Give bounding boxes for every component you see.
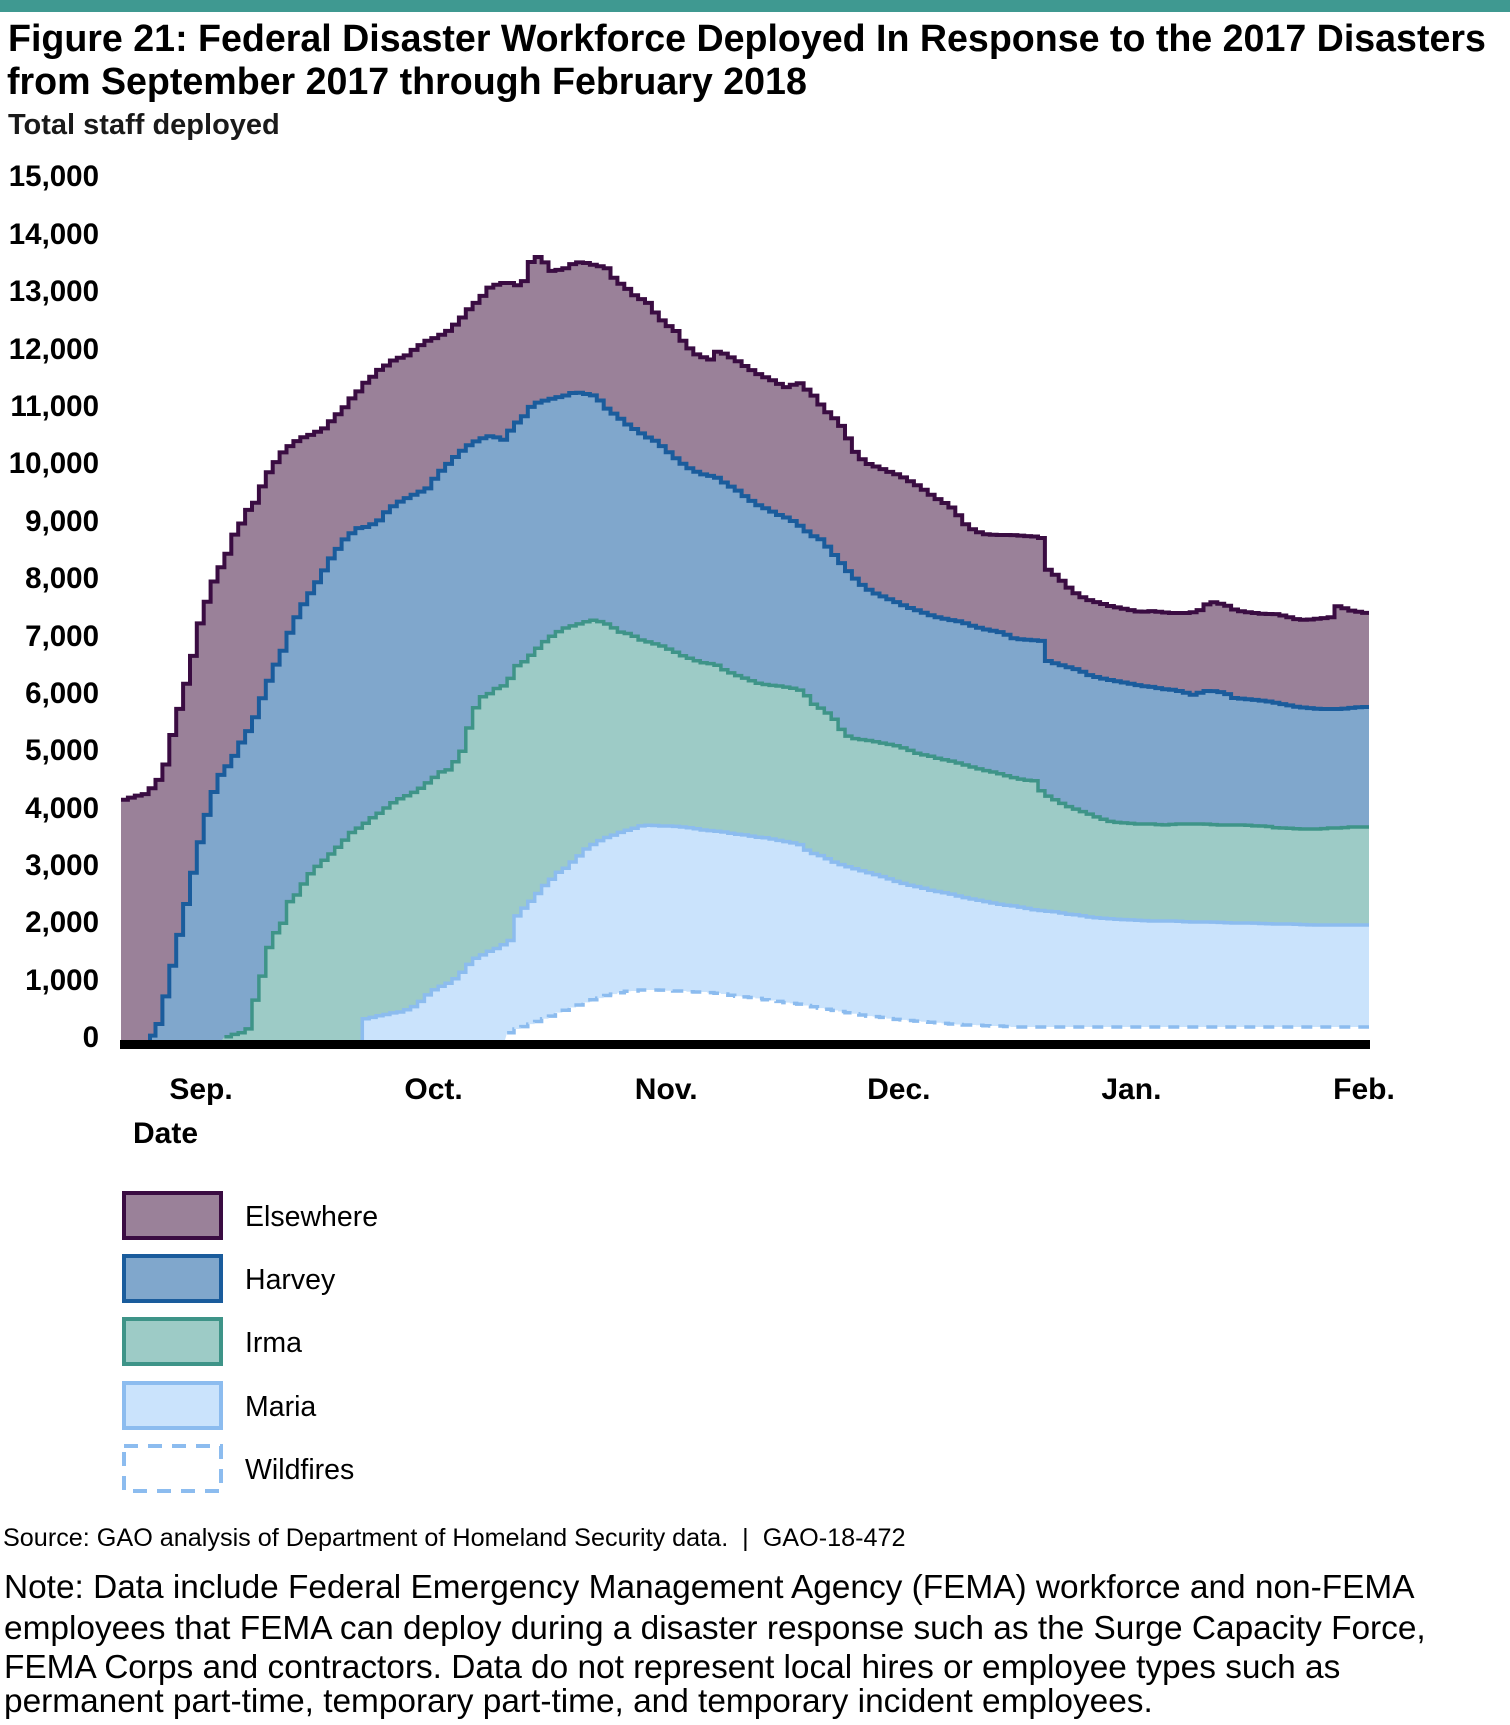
svg-text:Harvey: Harvey: [245, 1264, 336, 1296]
svg-text:Jan.: Jan.: [1101, 1073, 1161, 1106]
svg-text:1,000: 1,000: [25, 964, 99, 997]
svg-text:Dec.: Dec.: [867, 1073, 930, 1106]
svg-text:8,000: 8,000: [25, 562, 99, 595]
svg-text:0: 0: [83, 1021, 99, 1054]
svg-text:permanent part-time, temporary: permanent part-time, temporary part-time…: [4, 1683, 1153, 1720]
svg-text:Maria: Maria: [245, 1391, 316, 1423]
svg-text:12,000: 12,000: [9, 333, 99, 366]
svg-text:FEMA Corps and contractors. Da: FEMA Corps and contractors. Data do not …: [4, 1649, 1340, 1686]
svg-text:Nov.: Nov.: [635, 1073, 698, 1106]
svg-text:Wildfires: Wildfires: [245, 1454, 354, 1486]
svg-text:10,000: 10,000: [9, 447, 99, 480]
svg-text:5,000: 5,000: [25, 734, 99, 767]
svg-text:3,000: 3,000: [25, 849, 99, 882]
svg-text:Date: Date: [133, 1117, 198, 1150]
svg-text:employees that FEMA can deploy: employees that FEMA can deploy during a …: [4, 1610, 1426, 1647]
svg-text:Source: GAO analysis of Depart: Source: GAO analysis of Department of Ho…: [3, 1524, 906, 1552]
svg-text:15,000: 15,000: [9, 160, 99, 193]
svg-text:from September 2017 through Fe: from September 2017 through February 201…: [7, 60, 807, 102]
svg-text:Elsewhere: Elsewhere: [245, 1201, 378, 1233]
svg-text:Irma: Irma: [245, 1327, 302, 1359]
svg-text:Note: Data include Federal Eme: Note: Data include Federal Emergency Man…: [4, 1569, 1415, 1606]
svg-text:11,000: 11,000: [10, 390, 99, 423]
svg-text:Total staff deployed: Total staff deployed: [8, 109, 280, 141]
svg-text:14,000: 14,000: [9, 218, 99, 251]
svg-text:Sep.: Sep.: [169, 1073, 232, 1106]
svg-text:Oct.: Oct.: [404, 1073, 462, 1106]
svg-text:Feb.: Feb.: [1333, 1073, 1395, 1106]
svg-text:4,000: 4,000: [25, 792, 99, 825]
svg-text:9,000: 9,000: [25, 505, 99, 538]
svg-text:6,000: 6,000: [25, 677, 99, 710]
svg-text:7,000: 7,000: [25, 620, 99, 653]
svg-text:Figure 21: Federal Disaster Wo: Figure 21: Federal Disaster Workforce De…: [8, 17, 1486, 59]
svg-text:2,000: 2,000: [25, 906, 99, 939]
svg-text:13,000: 13,000: [9, 275, 99, 308]
